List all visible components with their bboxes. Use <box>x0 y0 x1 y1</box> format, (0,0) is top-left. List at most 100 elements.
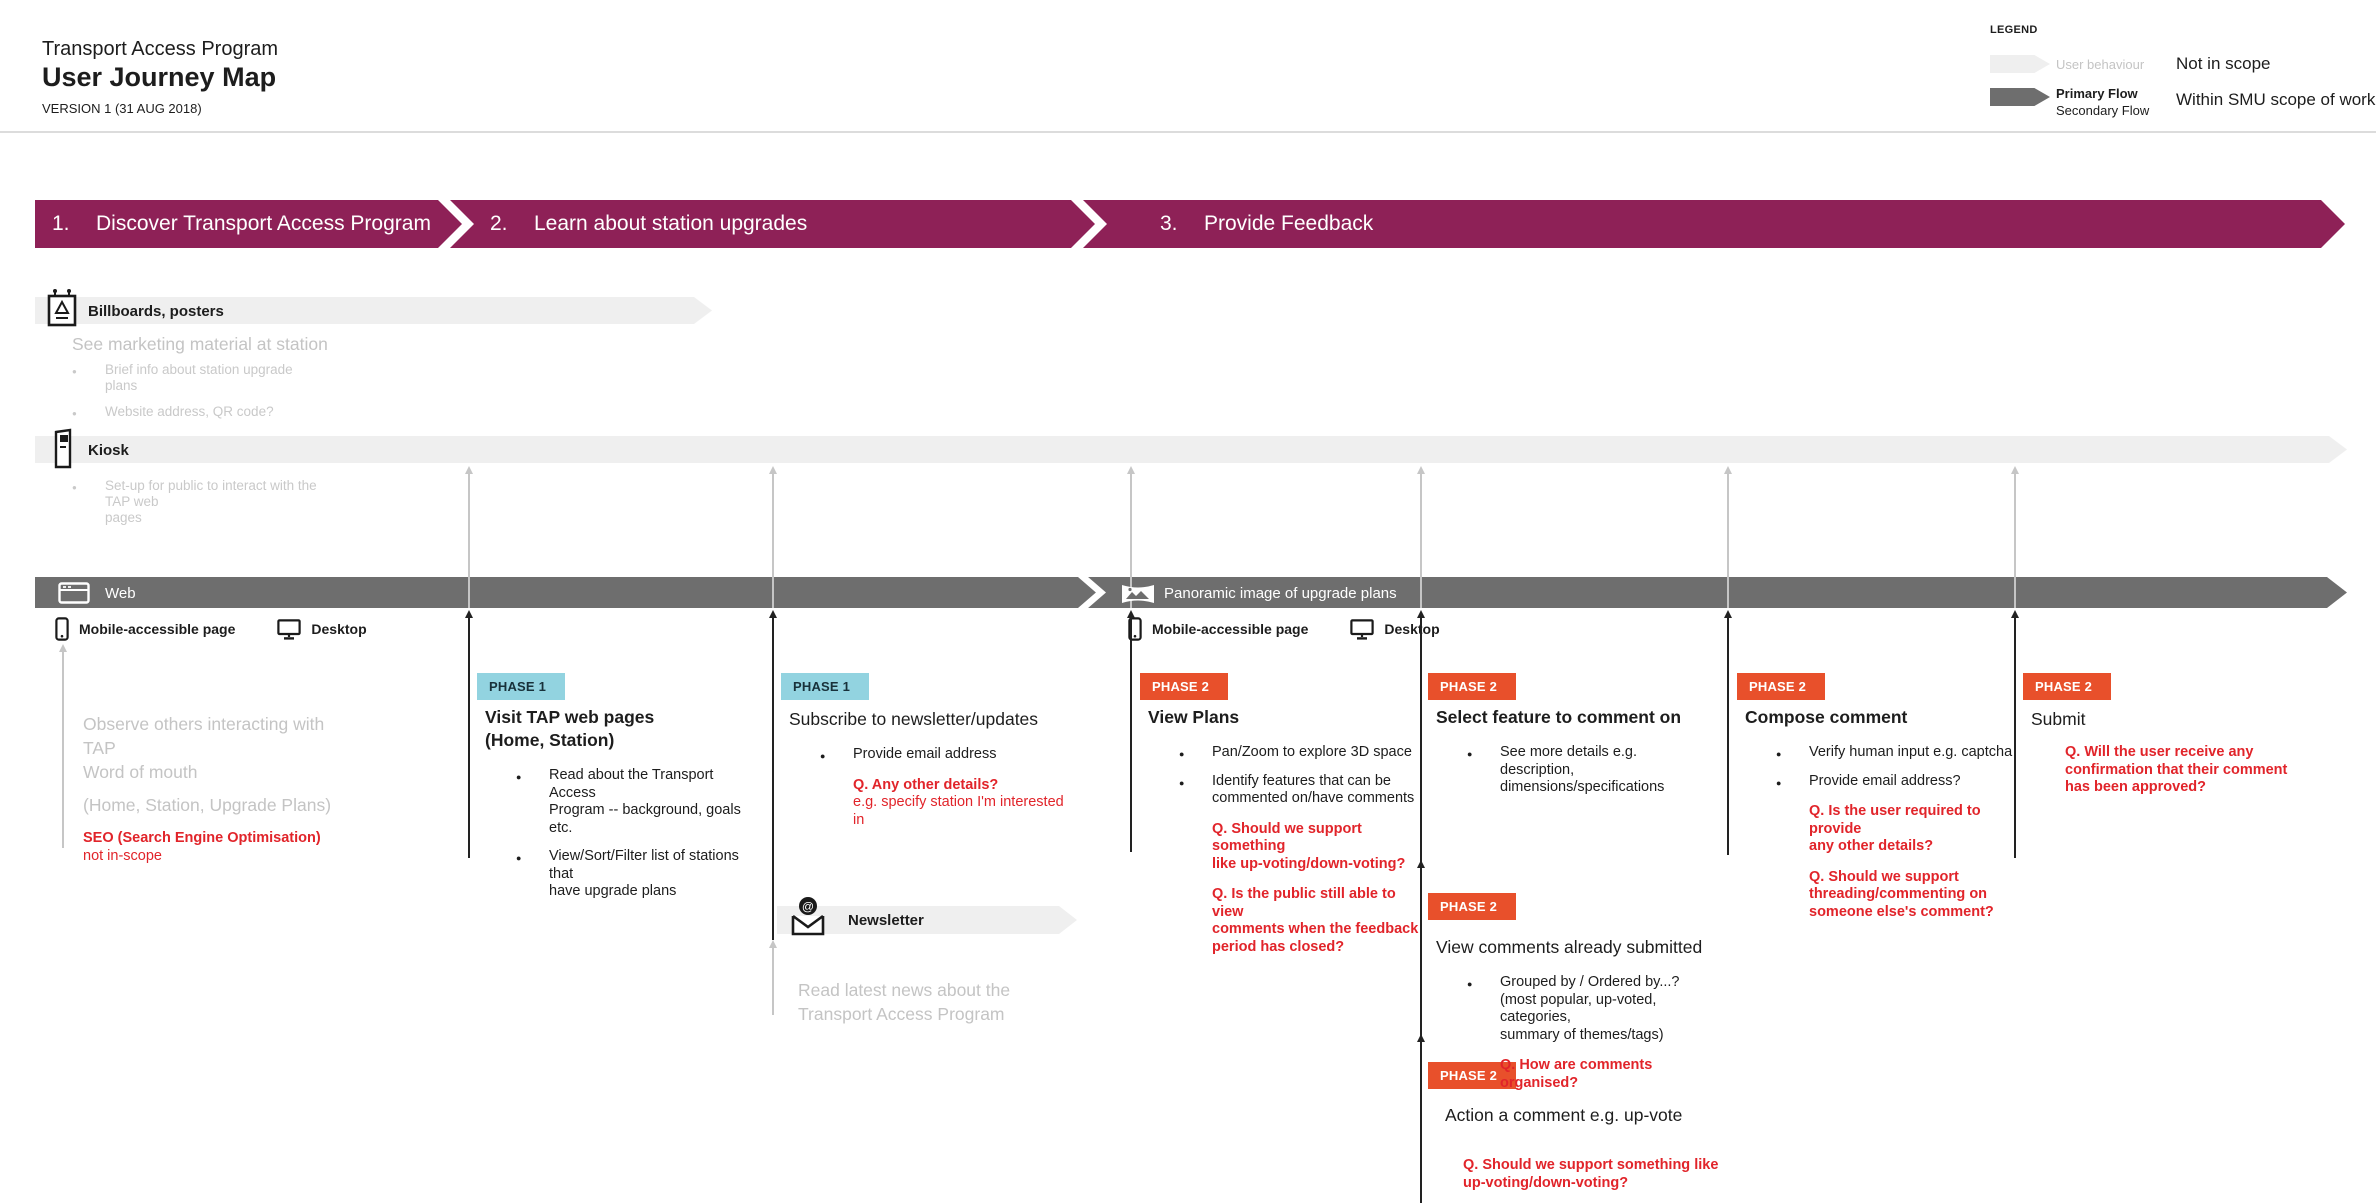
question-note: e.g. specify station I'm interested in <box>853 794 1064 828</box>
device-labels: Mobile-accessible page Desktop <box>55 617 397 641</box>
legend-value-not-in-scope: Not in scope <box>2176 54 2271 73</box>
flow-line-view-comments <box>1417 860 1425 1042</box>
observe-context: (Home, Station, Upgrade Plans) <box>83 795 332 815</box>
phase-2-number: 2. <box>490 212 508 235</box>
step-title: View comments already submitted <box>1436 937 1703 957</box>
web-bar <box>35 577 2347 608</box>
panorama-label: Panoramic image of upgrade plans <box>1164 585 1397 602</box>
legend-label-user-behaviour: User behaviour <box>2056 57 2145 72</box>
question: Q. Will the user receive any confirmatio… <box>2065 744 2288 795</box>
step-bullet: Provide email address? <box>1776 773 2023 792</box>
flow-line <box>2011 466 2019 578</box>
flow-line-visit <box>465 610 473 858</box>
mobile-label: Mobile-accessible page <box>1152 621 1309 637</box>
flow-line-compose <box>1724 610 1732 855</box>
phase-tag: PHASE 2 <box>1737 673 1825 700</box>
question: Q. Is the user required to provide any o… <box>1809 803 1981 854</box>
step-bullets: Grouped by / Ordered by...? (most popula… <box>1436 974 1714 1044</box>
observe-note: not in-scope <box>83 847 162 864</box>
step-bullets: Verify human input e.g. captcha Provide … <box>1745 744 2023 792</box>
phase-tag: PHASE 2 <box>1428 893 1516 920</box>
step-bullet: Verify human input e.g. captcha <box>1776 744 2023 763</box>
kiosk-bar <box>35 436 2347 463</box>
step-title: Visit TAP web pages (Home, Station) <box>485 707 655 750</box>
legend-swatch-user-behaviour <box>1990 55 2050 73</box>
phase-tag: PHASE 1 <box>781 673 869 700</box>
phase-2-label: Learn about station upgrades <box>534 212 808 235</box>
step-title: View Plans <box>1148 707 1240 727</box>
step-bullet: Provide email address <box>820 746 1067 765</box>
flow-line-view-plans <box>1127 610 1135 852</box>
question: Q. Any other details? <box>853 776 999 793</box>
legend-label-primary-flow: Primary Flow <box>2056 86 2138 101</box>
header-divider <box>0 131 2376 133</box>
step-subscribe: Subscribe to newsletter/updates Provide … <box>789 708 1067 829</box>
phase-1-number: 1. <box>52 212 70 235</box>
question: Q. How are comments organised? <box>1500 1057 1653 1091</box>
step-bullets: Provide email address <box>789 746 1067 765</box>
step-bullet: Identify features that can be commented … <box>1179 773 1426 808</box>
phase-3-label: Provide Feedback <box>1204 212 1374 235</box>
flow-line-observe <box>59 644 67 848</box>
device-labels: Mobile-accessible page Desktop <box>1128 617 1470 641</box>
kiosk-bullet: Set-up for public to interact with the T… <box>72 478 322 526</box>
step-title: Subscribe to newsletter/updates <box>789 709 1039 729</box>
flow-line-newsletter <box>769 940 777 1015</box>
billboards-label: Billboards, posters <box>88 303 224 320</box>
newsletter-label: Newsletter <box>848 912 924 929</box>
observe-behaviour: Observe others interacting with TAP Word… <box>83 714 325 782</box>
flow-line <box>465 466 473 578</box>
question: Q. Is the public still able to view comm… <box>1212 886 1419 955</box>
web-label: Web <box>105 585 136 602</box>
question: Q. Should we support something like up-v… <box>1212 820 1406 872</box>
flow-line <box>769 466 777 578</box>
flow-line <box>1724 466 1732 578</box>
flow-line <box>468 577 470 608</box>
flow-line-subscribe <box>769 610 777 940</box>
step-compose: Compose comment Verify human input e.g. … <box>1745 706 2023 921</box>
step-bullet: Read about the Transport Access Program … <box>516 767 763 837</box>
step-select-feature: Select feature to comment on See more de… <box>1436 706 1714 808</box>
phase-arrow-3: 3. Provide Feedback <box>1083 200 2345 248</box>
flow-line <box>1420 577 1422 608</box>
flow-line <box>1727 577 1729 608</box>
phase-3-number: 3. <box>1160 212 1178 235</box>
desktop-label: Desktop <box>1384 621 1440 637</box>
phase-arrow-1: 1. Discover Transport Access Program <box>35 200 462 248</box>
legend-label-secondary-flow: Secondary Flow <box>2056 103 2150 118</box>
step-bullet: View/Sort/Filter list of stations that h… <box>516 848 763 901</box>
billboards-bullet: Website address, QR code? <box>72 404 322 422</box>
version-label: VERSION 1 (31 AUG 2018) <box>42 101 202 116</box>
step-observe: Observe others interacting with TAP Word… <box>83 712 361 865</box>
flow-line <box>772 577 774 608</box>
step-title: Select feature to comment on <box>1436 707 1682 727</box>
mobile-icon <box>1128 617 1142 641</box>
kiosk-bullets: Set-up for public to interact with the T… <box>72 478 322 536</box>
step-view-comments: View comments already submitted Grouped … <box>1436 936 1714 1092</box>
step-bullet: Grouped by / Ordered by...? (most popula… <box>1467 974 1714 1044</box>
newsletter-icon: @ <box>791 897 825 936</box>
legend-heading: LEGEND <box>1990 24 2038 36</box>
flow-line-action-comment <box>1417 1034 1425 1203</box>
observe-note-bold: SEO (Search Engine Optimisation) <box>83 830 321 846</box>
browser-icon <box>58 582 90 604</box>
flow-line-submit <box>2011 610 2019 858</box>
kiosk-icon <box>54 428 72 469</box>
step-bullets: Read about the Transport Access Program … <box>485 767 763 901</box>
step-title: Action a comment e.g. up-vote <box>1445 1105 1683 1125</box>
legend-swatch-primary-flow <box>1990 88 2050 106</box>
step-title: Compose comment <box>1745 707 1908 727</box>
billboards-behaviour: See marketing material at station <box>72 334 328 354</box>
step-bullets: See more details e.g. description, dimen… <box>1436 744 1714 797</box>
billboards-bar <box>35 297 712 324</box>
step-submit: Submit Q. Will the user receive any conf… <box>2031 708 2309 797</box>
mobile-label: Mobile-accessible page <box>79 621 236 637</box>
phase-tag: PHASE 2 <box>1428 1062 1516 1089</box>
flow-line <box>1127 466 1135 578</box>
step-bullet: See more details e.g. description, dimen… <box>1467 744 1714 797</box>
legend-value-in-scope: Within SMU scope of work <box>2176 90 2376 109</box>
mobile-device: Mobile-accessible page <box>55 617 235 641</box>
desktop-icon <box>277 618 302 640</box>
billboards-bullet: Brief info about station upgrade plans <box>72 362 322 394</box>
